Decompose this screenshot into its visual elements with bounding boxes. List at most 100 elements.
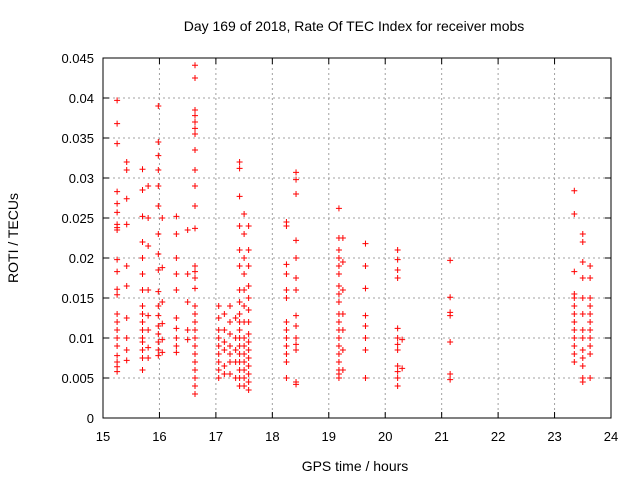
data-point	[241, 335, 248, 341]
data-point	[236, 299, 243, 305]
data-point	[362, 312, 369, 319]
data-point	[245, 223, 252, 229]
data-point	[283, 287, 290, 293]
data-point	[155, 231, 162, 237]
data-point	[155, 139, 162, 145]
data-point	[145, 344, 152, 351]
data-point	[587, 351, 594, 357]
data-point	[394, 335, 401, 341]
data-point	[227, 371, 233, 377]
data-point	[139, 213, 146, 220]
y-axis-label: ROTI / TECUs	[5, 193, 21, 283]
data-point	[283, 271, 290, 277]
data-point	[339, 347, 346, 353]
data-point	[339, 327, 346, 333]
data-point	[139, 187, 146, 193]
data-point	[192, 107, 199, 113]
data-point	[335, 255, 342, 261]
data-point	[245, 339, 252, 345]
data-point	[339, 287, 346, 293]
data-point	[227, 303, 233, 309]
data-point	[173, 213, 180, 220]
data-point	[362, 240, 369, 247]
data-point	[579, 295, 586, 301]
data-point	[114, 188, 121, 195]
data-point	[123, 167, 130, 173]
data-point	[241, 211, 248, 217]
plot-frame	[102, 57, 612, 419]
data-point	[192, 225, 199, 232]
x-tick-label: 15	[96, 429, 110, 444]
data-point	[362, 323, 369, 329]
data-point	[293, 275, 300, 281]
data-point	[245, 363, 252, 369]
data-point	[192, 359, 199, 365]
data-point	[221, 339, 228, 345]
data-point	[579, 231, 586, 237]
data-point	[241, 359, 248, 365]
data-point	[114, 97, 121, 104]
data-point	[123, 357, 130, 364]
data-point	[571, 335, 578, 341]
data-point	[123, 195, 130, 202]
data-point	[155, 103, 162, 109]
data-point	[447, 294, 454, 301]
data-point	[215, 327, 222, 333]
data-point	[335, 299, 342, 305]
data-point	[192, 351, 199, 357]
data-point	[155, 203, 162, 209]
data-point	[579, 275, 586, 281]
data-point	[236, 263, 243, 269]
data-point	[579, 347, 586, 353]
data-point	[587, 303, 594, 309]
data-point	[192, 391, 199, 397]
data-point	[283, 335, 290, 341]
data-point	[339, 367, 346, 373]
data-point	[399, 336, 406, 343]
data-point	[114, 227, 121, 233]
data-point	[215, 343, 222, 349]
data-point	[293, 341, 300, 348]
data-point	[173, 325, 180, 332]
data-point	[192, 303, 199, 309]
data-point	[571, 311, 578, 317]
data-point	[335, 205, 342, 212]
data-point	[447, 257, 454, 264]
data-point	[571, 359, 578, 365]
data-point	[139, 287, 146, 293]
data-point	[139, 327, 146, 333]
data-point	[192, 319, 199, 325]
data-point	[571, 268, 578, 275]
data-point	[283, 375, 290, 381]
data-point	[145, 355, 152, 361]
data-point	[155, 352, 162, 359]
data-point	[399, 365, 406, 372]
data-point	[394, 256, 401, 263]
data-point	[192, 125, 199, 132]
chart-title: Day 169 of 2018, Rate Of TEC Index for r…	[184, 18, 525, 34]
data-point	[362, 347, 369, 353]
data-point	[579, 363, 586, 369]
data-point	[587, 327, 594, 333]
data-point	[159, 320, 166, 327]
plot-border	[102, 57, 612, 419]
data-point	[335, 271, 342, 277]
data-point	[362, 263, 369, 269]
data-point	[335, 359, 342, 365]
data-point	[139, 166, 146, 173]
data-point	[184, 271, 191, 277]
data-point	[192, 375, 199, 381]
data-point	[335, 263, 342, 269]
data-point	[221, 363, 228, 369]
data-point	[293, 287, 300, 293]
data-point	[283, 327, 290, 333]
data-point	[571, 343, 578, 349]
data-point	[587, 311, 594, 317]
data-point	[339, 311, 346, 317]
data-point	[394, 325, 401, 332]
data-point	[139, 303, 146, 309]
data-point	[241, 255, 248, 261]
data-point	[123, 335, 130, 341]
data-point	[173, 343, 180, 349]
